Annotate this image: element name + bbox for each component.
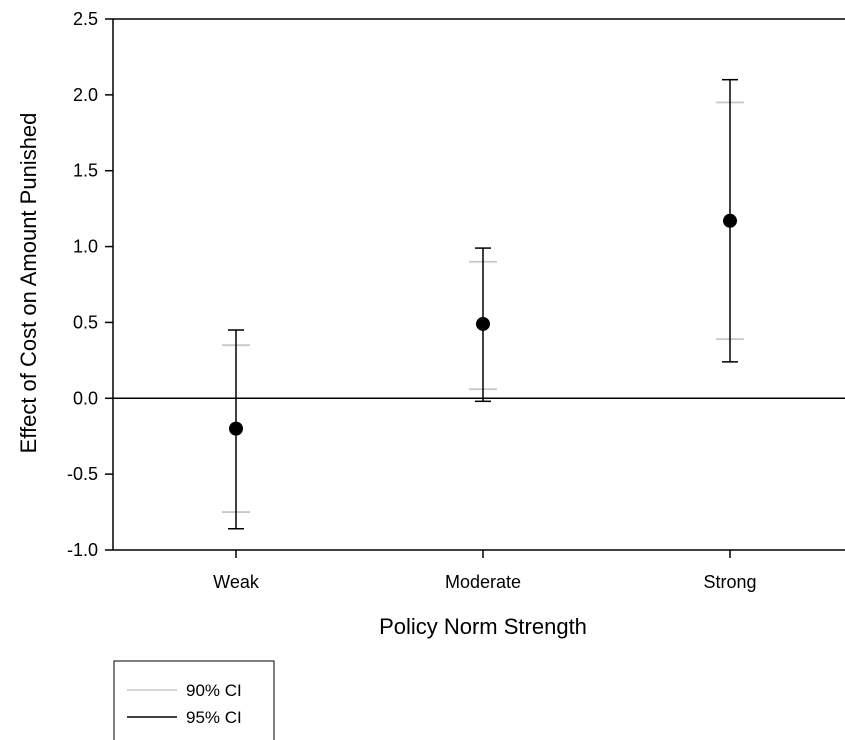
point-estimate-marker [723,213,737,228]
y-tick-label: -0.5 [67,464,98,484]
y-axis-title: Effect of Cost on Amount Punished [16,113,41,454]
x-axis-title: Policy Norm Strength [379,614,587,639]
y-tick-label: 0.0 [73,388,98,408]
point-estimate-marker [229,421,243,436]
y-tick-label: -1.0 [67,540,98,560]
legend-box [113,660,275,740]
legend-label-90ci: 90% CI [186,681,242,700]
y-tick-label: 2.5 [73,9,98,29]
x-tick-label: Moderate [445,572,521,592]
y-tick-label: 0.5 [73,312,98,332]
y-tick-label: 2.0 [73,85,98,105]
y-tick-label: 1.5 [73,161,98,181]
x-tick-label: Weak [213,572,260,592]
point-estimates [229,213,737,436]
x-tick-label: Strong [703,572,756,592]
axes: -1.0 -0.5 0.0 0.5 1.0 1.5 2.0 2.5 Weak Moderate St… [67,9,845,592]
legend-label-95ci: 95% CI [186,708,242,727]
y-tick-label: 1.0 [73,237,98,257]
point-estimate-marker [476,316,490,331]
ci95-bars [228,78,738,530]
legend: 90% CI 95% CI [113,660,275,740]
